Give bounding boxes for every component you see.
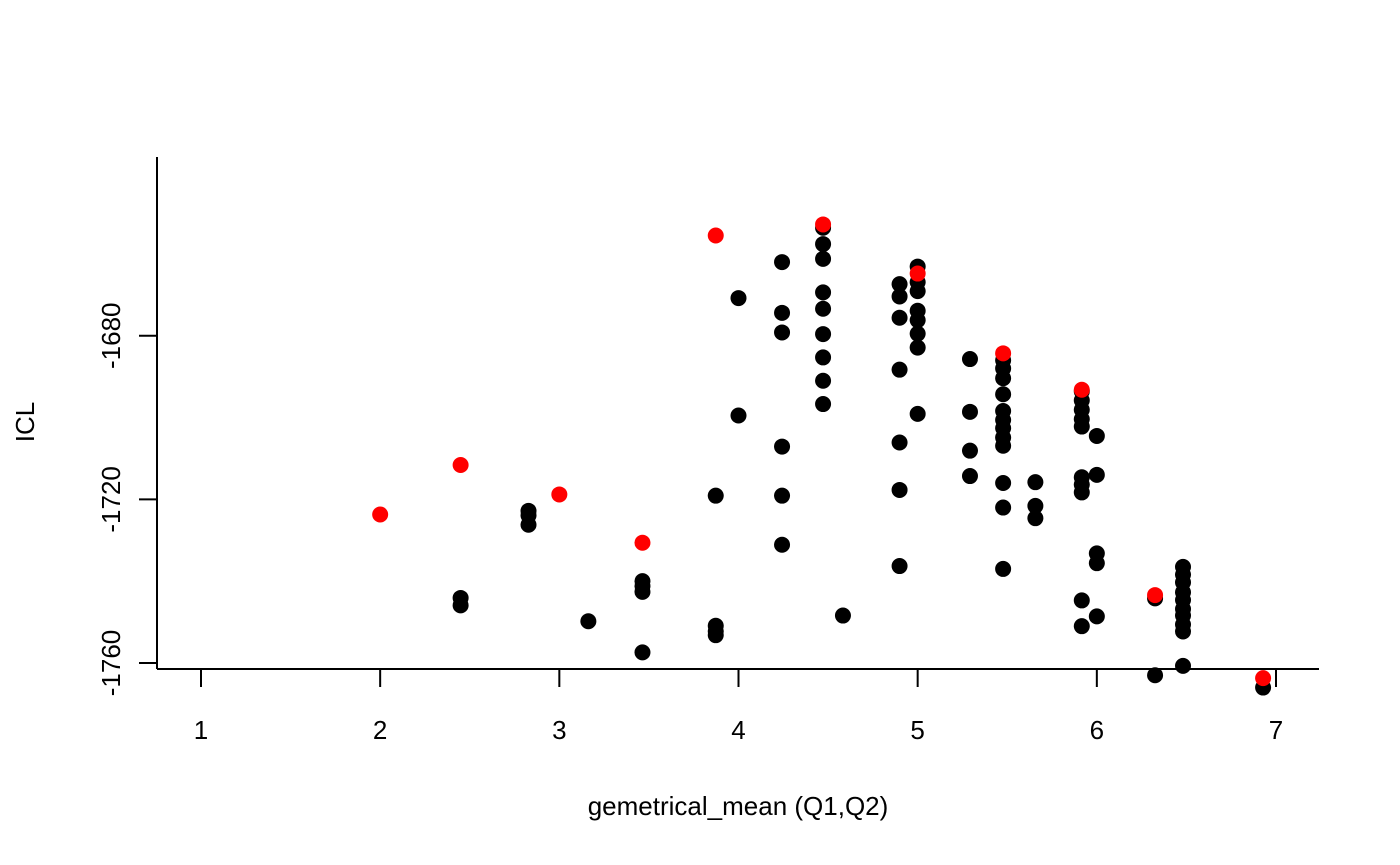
data-point — [1027, 510, 1044, 527]
data-point — [1088, 466, 1105, 483]
x-tick-label: 3 — [552, 715, 566, 745]
y-tick-label: -1720 — [96, 466, 126, 533]
data-point — [995, 437, 1012, 454]
highlight-point — [634, 534, 651, 551]
data-point — [815, 236, 832, 253]
data-point — [774, 304, 791, 321]
highlight-point — [995, 345, 1012, 362]
data-point — [995, 370, 1012, 387]
data-point — [774, 254, 791, 271]
data-point — [891, 558, 908, 575]
x-axis-label: gemetrical_mean (Q1,Q2) — [588, 791, 889, 821]
data-point — [1175, 623, 1192, 640]
data-point — [1027, 474, 1044, 491]
data-point — [1073, 618, 1090, 635]
data-point — [1147, 667, 1164, 684]
data-point — [891, 276, 908, 293]
highlight-point — [815, 216, 832, 233]
data-point — [1088, 555, 1105, 572]
data-point — [774, 536, 791, 553]
y-ticks: -1760 -1720 -1680 — [96, 302, 157, 696]
data-point — [580, 613, 597, 630]
data-point — [909, 405, 926, 422]
y-axis-label: ICL — [10, 402, 40, 442]
data-point — [909, 325, 926, 342]
data-point — [815, 326, 832, 343]
y-tick-label: -1760 — [96, 630, 126, 697]
data-point — [995, 475, 1012, 491]
highlight-point — [551, 486, 568, 503]
data-point — [774, 324, 791, 341]
data-point — [815, 349, 832, 366]
data-point — [707, 487, 724, 504]
data-point — [1088, 608, 1105, 625]
data-point — [1088, 427, 1105, 444]
data-point — [961, 351, 978, 368]
data-point — [891, 361, 908, 378]
data-point — [891, 309, 908, 326]
highlight-point — [1147, 587, 1164, 604]
highlight-point — [372, 506, 389, 523]
data-point — [909, 283, 926, 300]
data-point — [815, 396, 832, 413]
data-point — [961, 468, 978, 485]
data-point — [1027, 497, 1044, 514]
data-point — [995, 386, 1012, 403]
data-point — [1073, 592, 1090, 609]
data-point — [1175, 657, 1192, 674]
data-point — [707, 627, 724, 644]
data-point — [634, 644, 651, 661]
highlight-point — [452, 457, 469, 473]
data-point — [1073, 484, 1090, 501]
data-point — [774, 487, 791, 504]
x-tick-label: 6 — [1090, 715, 1104, 745]
data-point — [815, 284, 832, 301]
highlight-point — [1073, 381, 1090, 398]
y-tick-label: -1680 — [96, 302, 126, 369]
x-tick-label: 2 — [373, 715, 387, 745]
data-point — [815, 300, 832, 317]
data-point — [995, 499, 1012, 516]
data-point — [730, 407, 747, 424]
data-point — [891, 288, 908, 305]
x-tick-label: 5 — [910, 715, 924, 745]
data-points — [372, 216, 1272, 696]
data-point — [909, 312, 926, 329]
data-point — [815, 250, 832, 267]
data-point — [891, 481, 908, 498]
highlight-point — [707, 227, 724, 244]
data-point — [961, 442, 978, 459]
highlight-point — [909, 265, 926, 282]
x-tick-label: 1 — [194, 715, 208, 745]
axes: 1 2 3 4 5 6 7 -1760 -1720 -1680 — [96, 157, 1319, 745]
data-point — [995, 560, 1012, 577]
data-point — [774, 438, 791, 455]
highlight-point — [1255, 670, 1272, 687]
data-point — [520, 516, 537, 533]
data-point — [909, 339, 926, 356]
x-tick-label: 7 — [1269, 715, 1283, 745]
data-point — [634, 583, 651, 600]
data-point — [961, 403, 978, 420]
data-point — [452, 597, 469, 614]
x-ticks: 1 2 3 4 5 6 7 — [194, 669, 1283, 745]
data-point — [730, 290, 747, 307]
data-point — [815, 372, 832, 389]
x-tick-label: 4 — [731, 715, 745, 745]
data-point — [834, 607, 851, 624]
data-point — [891, 434, 908, 451]
data-point — [1073, 418, 1090, 435]
